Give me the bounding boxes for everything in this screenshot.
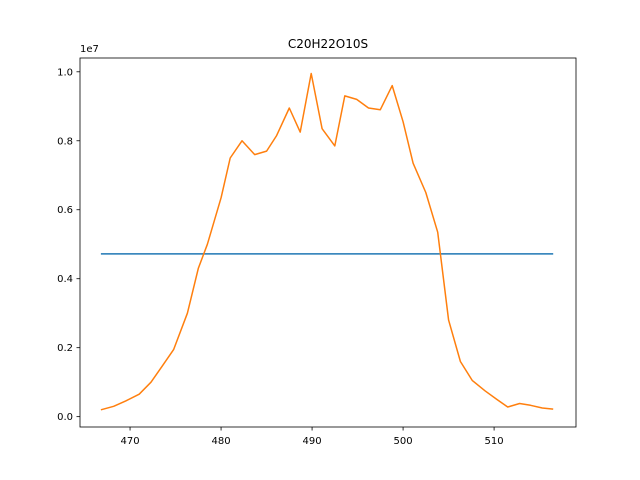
axes-layer: 470 480 490 500 510 0.0 0.2 0.4 0.6 0.8 1.0 — [57, 57, 577, 447]
plot-area — [80, 58, 576, 427]
y-tick-label: 1.0 — [57, 67, 73, 78]
x-tick-label: 510 — [485, 436, 504, 447]
y-axis-offset-label: 1e7 — [80, 44, 99, 55]
x-tick-label: 490 — [303, 436, 322, 447]
y-tick-label: 0.6 — [57, 205, 73, 216]
chart-title: C20H22O10S — [288, 37, 368, 51]
axes-frame — [79, 57, 577, 428]
series-layer — [100, 72, 554, 411]
series-line-2 — [100, 72, 554, 411]
plot-background — [80, 58, 576, 427]
y-tick-label: 0.4 — [57, 274, 73, 285]
x-tick-label: 500 — [394, 436, 413, 447]
y-tick-label: 0.2 — [57, 343, 73, 354]
x-tick-label: 480 — [212, 436, 231, 447]
y-tick-label: 0.0 — [57, 412, 73, 423]
x-tick-label: 470 — [121, 436, 140, 447]
y-tick-label: 0.8 — [57, 136, 73, 147]
